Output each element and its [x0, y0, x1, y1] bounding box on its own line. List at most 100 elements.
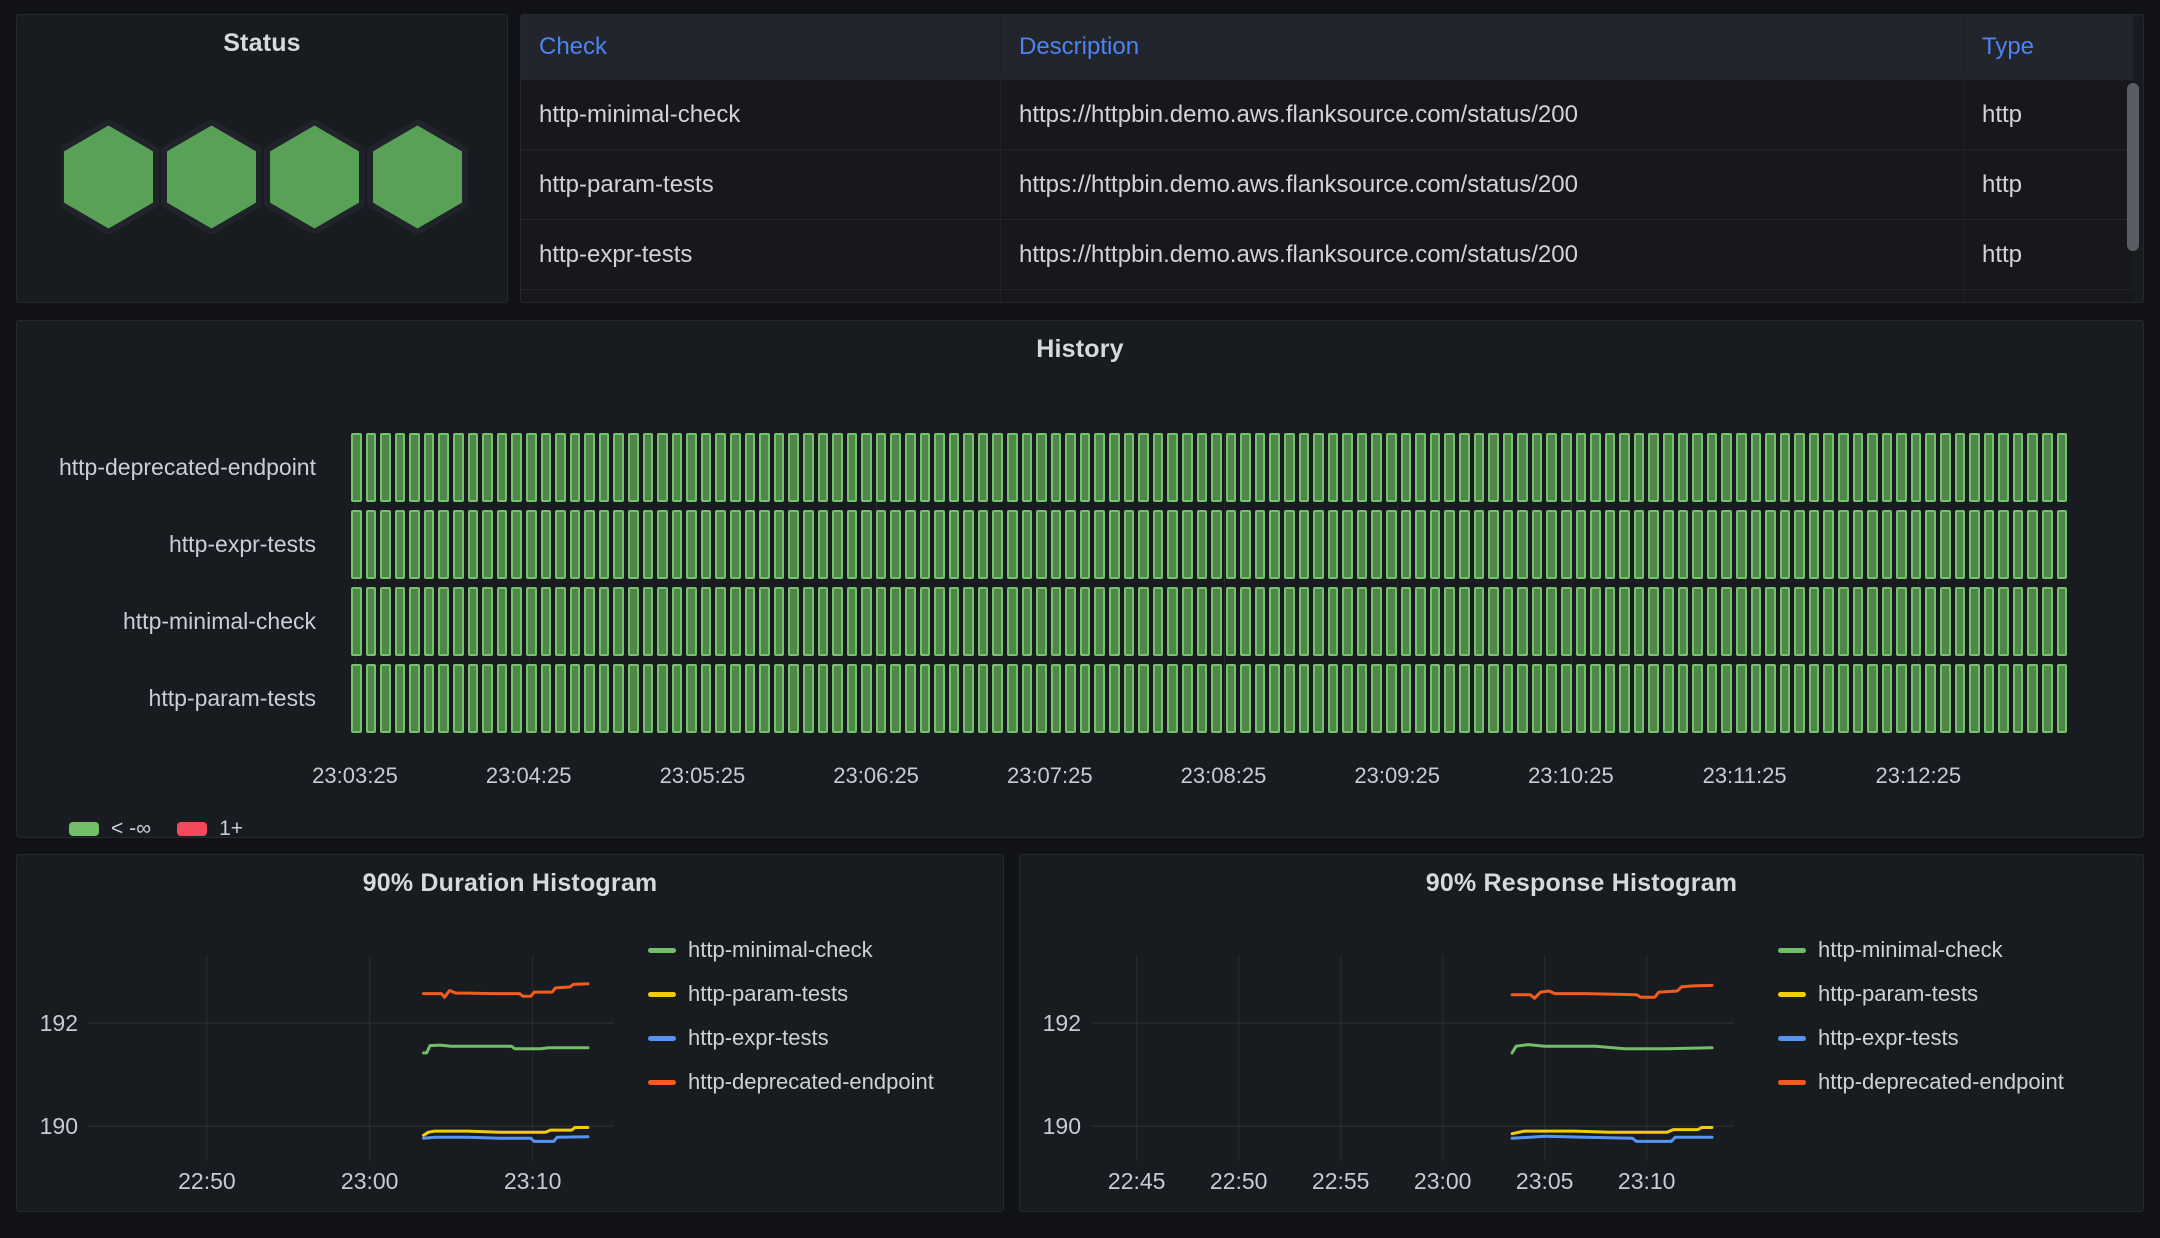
history-cell: [525, 664, 537, 733]
history-cell: [890, 664, 901, 733]
status-hexagon[interactable]: [367, 120, 468, 234]
history-cell: [1721, 664, 1732, 733]
history-cell: [1633, 433, 1645, 502]
panel-history: History http-deprecated-endpoint http-exp…: [16, 320, 2144, 838]
response-histogram-legend: http-minimal-check http-param-tests http-e…: [1778, 928, 2064, 1104]
history-cell: [2012, 433, 2024, 502]
status-hexagon[interactable]: [264, 120, 365, 234]
legend-swatch: [648, 1035, 676, 1041]
history-cell: [1794, 510, 1805, 579]
history-cell: [1444, 587, 1455, 656]
panel-duration-histogram: 90% Duration Histogram 192 190 22:50 23:00 2…: [16, 854, 1004, 1212]
history-time-label: 23:03:25: [312, 763, 398, 788]
history-minute-gridline: [1049, 433, 1051, 733]
history-cell: [977, 433, 989, 502]
panel-title-duration-histogram[interactable]: 90% Duration Histogram: [362, 869, 658, 897]
history-cell: [1735, 587, 1747, 656]
history-cell: [1181, 433, 1193, 502]
duration-histogram-plot: 192 190 22:50 23:00 23:10: [40, 955, 614, 1194]
legend-item-http-param-tests[interactable]: http-param-tests: [1778, 972, 2064, 1016]
history-cell: [1735, 433, 1747, 502]
table-row: http-expr-tests https://httpbin.demo.aws.…: [521, 219, 2133, 289]
history-cell: [992, 510, 1004, 579]
legend-item-http-expr-tests[interactable]: http-expr-tests: [648, 1016, 934, 1060]
history-cell: [1692, 664, 1703, 733]
history-cell: [423, 664, 435, 733]
history-cell: [1852, 664, 1864, 733]
y-axis-tick-label: 192: [1043, 1010, 1081, 1036]
history-cell: [977, 587, 989, 656]
legend-label: < -∞: [111, 817, 152, 838]
column-header-check[interactable]: Check: [521, 15, 1001, 79]
history-cell: [1750, 510, 1762, 579]
panel-title-status[interactable]: Status: [223, 29, 301, 57]
panel-title-response-histogram[interactable]: 90% Response Histogram: [1425, 869, 1738, 897]
history-cell: [511, 433, 522, 502]
history-cell: [1808, 664, 1820, 733]
history-cell: [1473, 587, 1485, 656]
history-cell: [977, 664, 989, 733]
history-time-label: 23:06:25: [833, 763, 919, 788]
history-cell: [613, 510, 624, 579]
legend-swatch: [1778, 1079, 1806, 1085]
history-cell: [1692, 433, 1703, 502]
history-minute-gridline: [1397, 433, 1399, 733]
history-cell: [642, 587, 654, 656]
history-cell: [1313, 510, 1324, 579]
series-line-http-param-tests: [422, 1126, 590, 1137]
cell-type: http: [1982, 100, 2023, 128]
history-cell: [1269, 587, 1280, 656]
history-cell: [1896, 587, 1907, 656]
legend-item-http-deprecated-endpoint[interactable]: http-deprecated-endpoint: [1778, 1060, 2064, 1104]
history-cell: [1225, 664, 1237, 733]
history-cell: [1517, 587, 1528, 656]
history-cell: [1677, 510, 1689, 579]
history-cell: [1152, 510, 1164, 579]
legend-item-http-param-tests[interactable]: http-param-tests: [648, 972, 934, 1016]
history-cell: [438, 664, 450, 733]
legend-item-http-deprecated-endpoint[interactable]: http-deprecated-endpoint: [648, 1060, 934, 1104]
history-minute-gridline: [702, 433, 704, 733]
history-minute-gridline: [355, 433, 356, 733]
cell-empty: [1001, 290, 1964, 302]
history-cell: [453, 433, 464, 502]
history-cell: [423, 433, 435, 502]
legend-item-http-minimal-check[interactable]: http-minimal-check: [1778, 928, 2064, 972]
legend-item-http-expr-tests[interactable]: http-expr-tests: [1778, 1016, 2064, 1060]
history-row: [351, 510, 2068, 579]
status-hexagon[interactable]: [61, 120, 159, 234]
history-cell: [438, 510, 450, 579]
history-cell: [1152, 664, 1164, 733]
history-cell: [1065, 433, 1076, 502]
history-cell: [467, 510, 479, 579]
table-scrollbar-thumb[interactable]: [2127, 83, 2139, 251]
history-cell: [730, 664, 741, 733]
history-cell: [1925, 433, 1937, 502]
history-cell: [1648, 510, 1660, 579]
column-header-description[interactable]: Description: [1001, 15, 1964, 79]
history-cell: [1808, 433, 1820, 502]
history-cell: [569, 510, 581, 579]
history-cell: [1167, 510, 1178, 579]
panel-title-history[interactable]: History: [1036, 335, 1124, 363]
history-cell: [1342, 510, 1353, 579]
history-cell: [467, 664, 479, 733]
history-cell: [1429, 664, 1441, 733]
history-cell: [919, 664, 931, 733]
history-cell: [1298, 587, 1310, 656]
history-cell: [773, 587, 785, 656]
history-cell: [1779, 664, 1791, 733]
history-row: [351, 587, 2068, 656]
history-cell: [1590, 664, 1601, 733]
legend-item-http-minimal-check[interactable]: http-minimal-check: [648, 928, 934, 972]
column-header-type[interactable]: Type: [1982, 33, 2035, 60]
history-cell: [846, 587, 858, 656]
history-cell: [380, 510, 391, 579]
history-cell: [1896, 664, 1907, 733]
status-hexagon[interactable]: [161, 120, 262, 234]
status-hexagons: [61, 120, 468, 234]
cell-description: https://httpbin.demo.aws.flanksource.com…: [1001, 150, 1964, 219]
history-cell: [2056, 510, 2068, 579]
history-cell: [453, 664, 464, 733]
history-cell: [1502, 664, 1514, 733]
